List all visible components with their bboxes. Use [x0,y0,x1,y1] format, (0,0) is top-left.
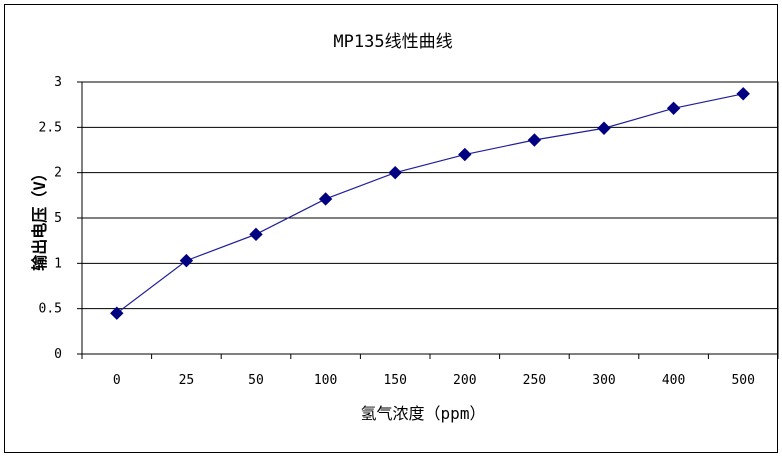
x-tick-label: 50 [248,373,264,388]
data-point [458,147,472,162]
y-tick-label: 2.5 [39,120,62,135]
x-tick-label: 0 [113,373,121,388]
y-tick-label: 2 [54,166,62,181]
x-tick-label: 100 [314,373,337,388]
y-tick-label: 3 [54,75,62,90]
data-point [666,101,681,116]
x-tick-label: 25 [179,373,195,388]
data-point [527,133,542,147]
data-point [597,121,611,135]
data-point [249,227,263,242]
y-axis-ticks: 0 0.5 1 5 2 2.5 3 [39,75,82,362]
x-tick-label: 250 [523,373,546,388]
data-point [736,87,750,101]
y-tick-label: 0.5 [39,302,62,317]
x-axis-label: 氢气浓度（ppm） [361,404,486,423]
data-point [110,306,124,320]
data-point [318,192,333,206]
series-group [110,87,750,320]
data-point [388,165,402,180]
y-tick-label: 0 [54,347,62,362]
chart-title: MP135线性曲线 [333,32,452,52]
chart-frame [4,4,778,453]
y-tick-label: 5 [54,211,62,226]
y-tick-label: 1 [54,256,62,271]
y-axis-label: 输出电压（V） [30,165,49,271]
x-tick-label: 200 [453,373,476,388]
series-line [116,93,744,314]
x-tick-label: 300 [592,373,615,388]
gridlines [82,126,778,310]
x-tick-label: 400 [662,373,685,388]
x-tick-label: 500 [731,373,754,388]
x-axis-ticks: 0 25 50 100 150 200 250 300 400 500 [81,354,779,388]
data-point [179,253,194,268]
x-tick-label: 150 [383,373,406,388]
